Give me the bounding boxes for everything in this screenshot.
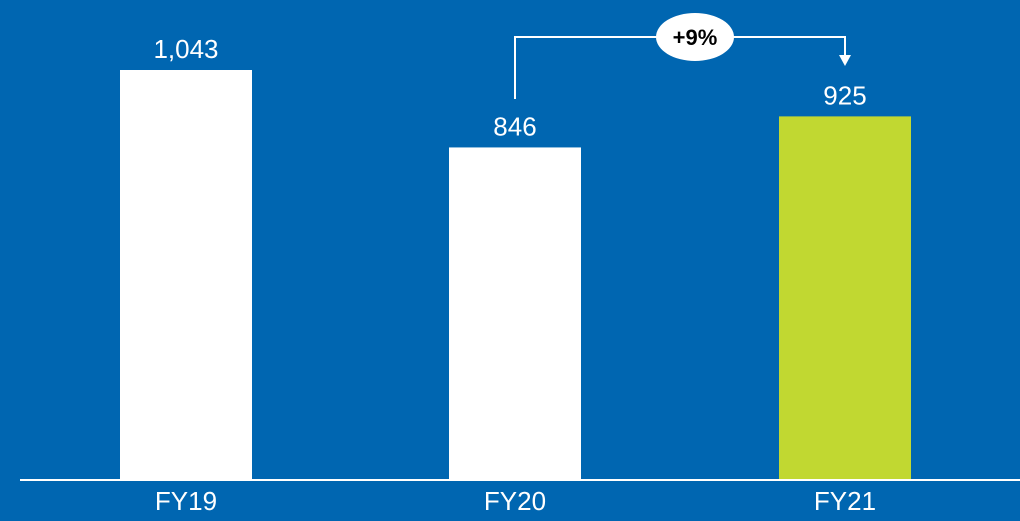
value-label-fy21: 925	[823, 80, 866, 110]
growth-annotation: +9%	[515, 13, 851, 99]
x-tick-label-fy21: FY21	[814, 486, 876, 516]
bar-fy19	[120, 70, 252, 480]
arrow-down-icon	[839, 55, 851, 66]
growth-badge-label: +9%	[673, 25, 718, 50]
x-tick-labels-layer: FY19 FY20 FY21	[155, 486, 876, 516]
value-label-fy20: 846	[493, 111, 536, 141]
x-tick-label-fy20: FY20	[484, 486, 546, 516]
x-tick-label-fy19: FY19	[155, 486, 217, 516]
value-labels-layer: 1,043 846 925	[153, 34, 866, 141]
value-label-fy19: 1,043	[153, 34, 218, 64]
bar-fy21	[779, 116, 911, 480]
bar-fy20	[449, 147, 581, 480]
